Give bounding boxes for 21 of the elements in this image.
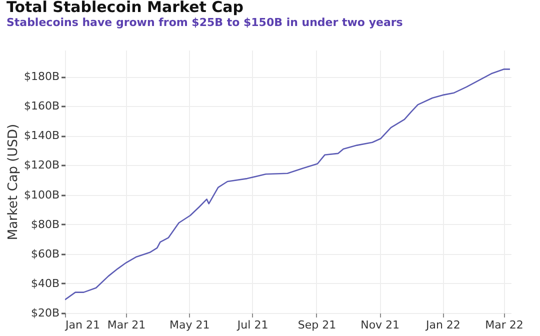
y-tick-label: $140B	[24, 129, 60, 142]
y-tick-label: $40B	[30, 276, 60, 290]
y-tick-label: $80B	[30, 218, 60, 231]
x-tick-label: Sep 21	[298, 318, 336, 332]
x-tick-label: May 21	[170, 318, 210, 332]
chart-title: Total Stablecoin Market Cap	[6, 0, 244, 16]
y-tick-label: $60B	[30, 247, 60, 260]
chart-subtitle: Stablecoins have grown from $25B to $150B in under two years	[6, 16, 404, 29]
x-tick-label: Jul 21	[236, 318, 268, 332]
x-tick-label: Mar 21	[107, 318, 146, 332]
x-tick-label: Mar 22	[485, 318, 524, 332]
x-tick-label: Jan 22	[424, 318, 460, 332]
y-tick-label: $180B	[24, 70, 60, 84]
x-tick-label: Nov 21	[360, 318, 400, 332]
line-series	[65, 68, 511, 300]
y-tick-label: $160B	[24, 100, 60, 113]
y-axis-title: Market Cap (USD)	[6, 124, 21, 240]
x-tick-label: Jan 21	[64, 318, 100, 332]
y-tick-label: $120B	[24, 158, 60, 172]
y-tick-label: $20B	[30, 306, 60, 320]
y-tick-label: $100B	[24, 188, 60, 202]
